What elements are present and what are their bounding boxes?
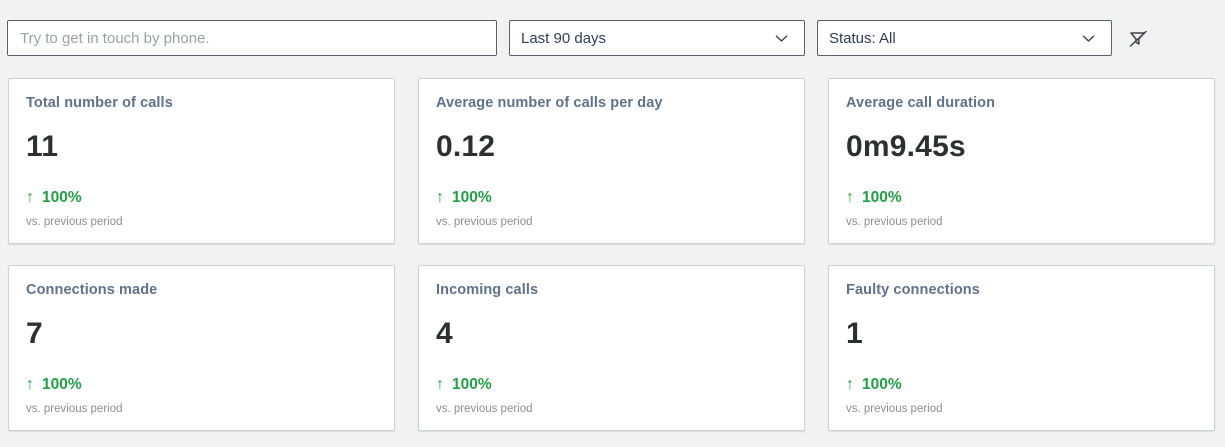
card-title: Incoming calls: [436, 282, 539, 298]
change-percent: 100%: [42, 189, 82, 206]
chevron-down-icon: [1080, 30, 1097, 47]
card-title: Faulty connections: [846, 282, 980, 298]
up-arrow-icon: ↑: [846, 376, 854, 393]
card-change: ↑ 100%: [26, 376, 378, 394]
card-title: Connections made: [26, 282, 158, 298]
change-percent: 100%: [862, 189, 902, 206]
change-percent: 100%: [452, 189, 492, 206]
card-value: 0.12: [436, 130, 496, 163]
card-value: 7: [26, 317, 43, 350]
clear-filters-button[interactable]: [1124, 25, 1152, 53]
up-arrow-icon: ↑: [436, 376, 444, 393]
stat-cards-grid: Total number of calls 11 ↑ 100% vs. prev…: [8, 78, 1215, 431]
card-connections-made: Connections made 7 ↑ 100% vs. previous p…: [8, 265, 395, 431]
card-title: Total number of calls: [26, 95, 173, 111]
card-faulty-connections: Faulty connections 1 ↑ 100% vs. previous…: [828, 265, 1215, 431]
card-value: 0m9.45s: [846, 130, 966, 163]
card-incoming-calls: Incoming calls 4 ↑ 100% vs. previous per…: [418, 265, 805, 431]
card-change: ↑ 100%: [436, 189, 788, 207]
card-value: 1: [846, 317, 863, 350]
search-input[interactable]: [7, 20, 497, 56]
card-title: Average number of calls per day: [436, 95, 663, 111]
card-average-calls-per-day: Average number of calls per day 0.12 ↑ 1…: [418, 78, 805, 244]
card-change: ↑ 100%: [26, 189, 378, 207]
up-arrow-icon: ↑: [436, 189, 444, 206]
card-title: Average call duration: [846, 95, 996, 111]
card-total-number-of-calls: Total number of calls 11 ↑ 100% vs. prev…: [8, 78, 395, 244]
card-average-call-duration: Average call duration 0m9.45s ↑ 100% vs.…: [828, 78, 1215, 244]
card-change: ↑ 100%: [846, 376, 1198, 394]
comparison-label: vs. previous period: [26, 403, 123, 415]
up-arrow-icon: ↑: [846, 189, 854, 206]
comparison-label: vs. previous period: [436, 216, 533, 228]
card-change: ↑ 100%: [436, 376, 788, 394]
date-range-select[interactable]: Last 90 days: [509, 20, 805, 56]
up-arrow-icon: ↑: [26, 376, 34, 393]
comparison-label: vs. previous period: [436, 403, 533, 415]
change-percent: 100%: [42, 376, 82, 393]
comparison-label: vs. previous period: [846, 216, 943, 228]
card-value: 4: [436, 317, 453, 350]
comparison-label: vs. previous period: [26, 216, 123, 228]
comparison-label: vs. previous period: [846, 403, 943, 415]
card-change: ↑ 100%: [846, 189, 1198, 207]
date-range-select-value: Last 90 days: [521, 29, 607, 47]
chevron-down-icon: [773, 30, 790, 47]
up-arrow-icon: ↑: [26, 189, 34, 206]
status-select[interactable]: Status: All: [817, 20, 1112, 56]
card-value: 11: [26, 130, 59, 163]
status-select-value: Status: All: [829, 29, 896, 47]
change-percent: 100%: [862, 376, 902, 393]
filter-off-icon: [1126, 27, 1150, 51]
change-percent: 100%: [452, 376, 492, 393]
